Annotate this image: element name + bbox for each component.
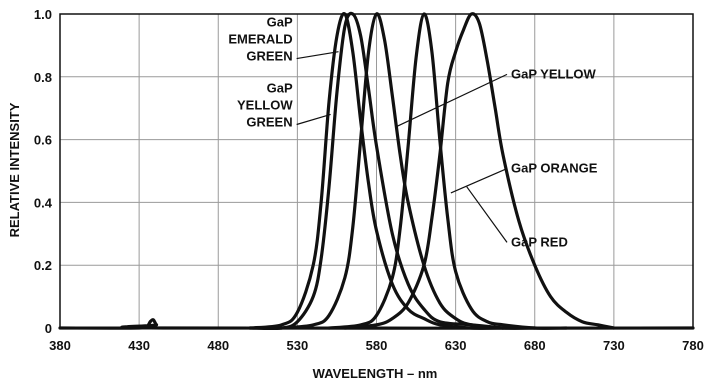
x-tick-label-3: 530 (287, 338, 309, 353)
annotation-label-2: GaP YELLOW (511, 66, 596, 81)
y-tick-label-1: 0.2 (34, 258, 52, 273)
y-axis-title: RELATIVE INTENSITY (7, 102, 22, 237)
annotation-leader-0 (296, 51, 339, 60)
annotation-leader-4 (466, 186, 508, 243)
y-tick-label-0: 0 (45, 321, 52, 336)
x-tick-label-5: 630 (445, 338, 467, 353)
series-line-gap-red (343, 12, 616, 330)
annotation-leader-1 (296, 113, 331, 126)
x-tick-label-8: 780 (682, 338, 704, 353)
annotation-leader-3 (450, 168, 508, 194)
y-tick-label-3: 0.6 (34, 133, 52, 148)
series-line-gap-orange (327, 12, 568, 330)
annotation-label-4: GaP RED (511, 234, 568, 249)
x-tick-label-6: 680 (524, 338, 546, 353)
series-line-gap-yellow (279, 12, 537, 330)
series-line-gap-yellow-green (248, 11, 505, 331)
plot-border (59, 13, 694, 329)
annotation-leader-2 (395, 73, 508, 128)
x-tick-label-1: 430 (128, 338, 150, 353)
x-tick-label-0: 380 (49, 338, 71, 353)
x-axis-title: WAVELENGTH – nm (313, 366, 438, 381)
grid (59, 13, 694, 329)
y-tick-label-5: 1.0 (34, 7, 52, 22)
tick-labels: 380 430 480 530 580 630 680 730 780 0 0.2 0.4 0.6 0.8… (34, 7, 704, 353)
annotation-label-0: GaP EMERALD GREEN (228, 15, 293, 64)
annotation-label-3: GaP ORANGE (511, 161, 598, 176)
series-line-gap-emerald-green (248, 11, 505, 330)
y-tick-label-2: 0.4 (34, 195, 53, 210)
annotations: GaP EMERALD GREEN GaP YELLOW GREEN GaP YELLOW G… (228, 15, 597, 250)
x-tick-label-2: 480 (207, 338, 229, 353)
x-tick-label-7: 730 (603, 338, 625, 353)
annotation-label-1: GaP YELLOW GREEN (237, 81, 293, 130)
y-tick-label-4: 0.8 (34, 70, 52, 85)
plot-frame (59, 13, 694, 329)
x-tick-label-4: 580 (366, 338, 388, 353)
